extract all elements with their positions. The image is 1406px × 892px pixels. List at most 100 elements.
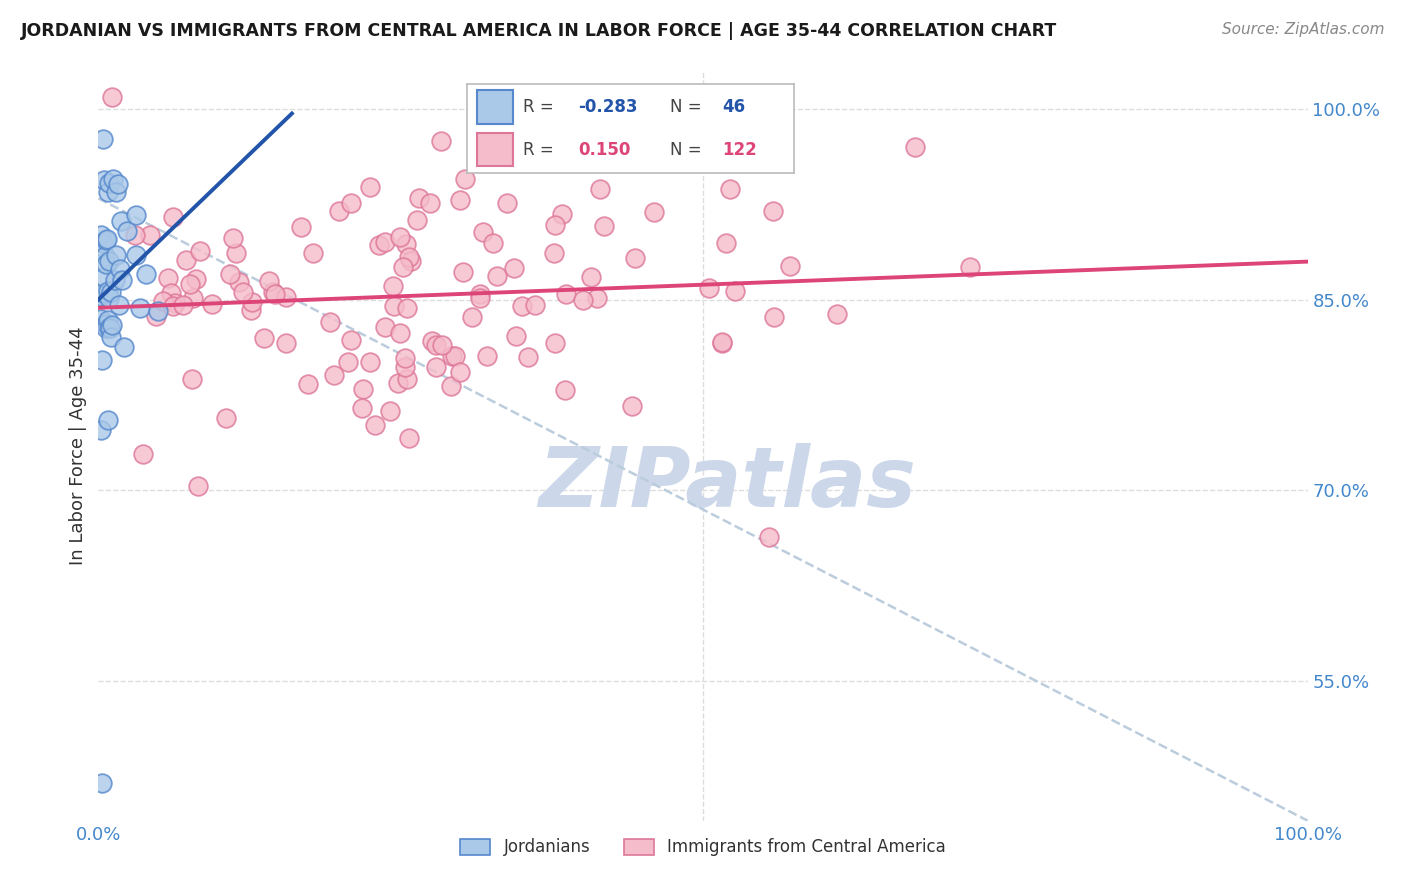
Point [392, 260, 415, 274]
Point [98, 321, 121, 335]
Point [97, 253, 120, 268]
Point [107, 177, 129, 191]
Point [581, 269, 603, 284]
Point [129, 301, 152, 315]
Point [550, 207, 572, 221]
Point [544, 336, 567, 351]
Point [328, 204, 350, 219]
Point [387, 376, 409, 390]
Point [586, 291, 609, 305]
Point [132, 447, 155, 461]
Point [449, 365, 471, 379]
Point [91, 775, 114, 789]
Point [112, 341, 135, 355]
Point [264, 287, 287, 301]
Point [125, 207, 148, 221]
Text: JORDANIAN VS IMMIGRANTS FROM CENTRAL AMERICA IN LABOR FORCE | AGE 35-44 CORRELAT: JORDANIAN VS IMMIGRANTS FROM CENTRAL AME… [21, 22, 1057, 40]
Point [425, 360, 447, 375]
Point [419, 195, 441, 210]
Point [163, 296, 186, 310]
Point [381, 278, 404, 293]
Point [100, 285, 122, 299]
Point [91, 132, 114, 146]
Point [425, 338, 447, 352]
Point [374, 235, 396, 249]
Point [339, 334, 361, 348]
Point [468, 287, 491, 301]
Point [337, 355, 360, 369]
Point [408, 191, 430, 205]
Point [420, 334, 443, 348]
Point [160, 286, 183, 301]
Point [643, 205, 665, 219]
Point [359, 180, 381, 194]
Point [232, 285, 254, 299]
Point [91, 240, 114, 254]
Point [225, 245, 247, 260]
Point [181, 291, 204, 305]
Point [758, 530, 780, 544]
Point [105, 185, 128, 199]
Point [443, 349, 465, 363]
Point [101, 89, 124, 103]
Point [762, 310, 785, 324]
Point [181, 371, 204, 385]
Point [718, 182, 741, 196]
Point [429, 134, 451, 148]
Point [475, 349, 498, 363]
Point [382, 299, 405, 313]
Point [352, 401, 374, 415]
Point [174, 253, 197, 268]
Point [110, 261, 132, 276]
Point [125, 247, 148, 261]
Point [262, 285, 284, 299]
Point [94, 257, 117, 271]
Point [405, 213, 427, 227]
Point [201, 297, 224, 311]
Point [453, 265, 475, 279]
Point [460, 310, 482, 325]
Point [724, 284, 747, 298]
Point [398, 250, 420, 264]
Point [779, 259, 801, 273]
Point [98, 176, 121, 190]
Point [441, 349, 464, 363]
Point [482, 236, 505, 251]
Point [623, 251, 645, 265]
Point [517, 351, 540, 365]
Point [107, 298, 129, 312]
Point [228, 275, 250, 289]
Point [485, 269, 508, 284]
Point [395, 301, 418, 316]
Point [172, 298, 194, 312]
Point [240, 295, 263, 310]
Point [94, 321, 117, 335]
Point [162, 211, 184, 225]
Point [322, 368, 344, 382]
Point [716, 236, 738, 251]
Point [98, 321, 121, 335]
Legend: Jordanians, Immigrants from Central America: Jordanians, Immigrants from Central Amer… [451, 830, 955, 864]
Point [399, 253, 422, 268]
Point [620, 399, 643, 413]
Point [274, 335, 297, 350]
Point [389, 326, 412, 341]
Point [589, 182, 612, 196]
Point [432, 337, 454, 351]
Point [94, 233, 117, 247]
Point [439, 379, 461, 393]
Point [115, 224, 138, 238]
Point [111, 273, 134, 287]
Point [96, 231, 118, 245]
Point [97, 313, 120, 327]
Point [188, 244, 211, 259]
Point [100, 330, 122, 344]
Point [94, 318, 117, 332]
Text: Source: ZipAtlas.com: Source: ZipAtlas.com [1222, 22, 1385, 37]
Point [90, 227, 112, 242]
Point [93, 173, 115, 187]
Point [124, 227, 146, 242]
Point [98, 291, 121, 305]
Point [91, 352, 114, 367]
Point [495, 195, 517, 210]
